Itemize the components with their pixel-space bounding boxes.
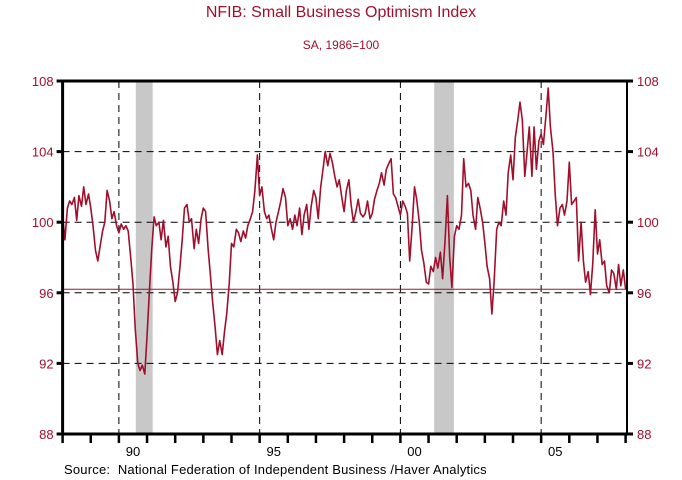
x-tick-label: 90 — [126, 444, 140, 459]
y-tick-label-right: 92 — [637, 356, 651, 371]
gridlines — [62, 81, 627, 434]
series-group — [61, 87, 627, 375]
y-tick-label-left: 108 — [32, 74, 54, 89]
x-tick-label: 00 — [407, 444, 421, 459]
axes — [56, 79, 633, 443]
recession-bands — [135, 81, 454, 434]
series-line-0 — [61, 87, 627, 375]
source-note: Source: National Federation of Independe… — [64, 462, 487, 477]
x-tick-label: 95 — [266, 444, 280, 459]
tick-labels: 88 88 92 92 96 96 100 100 104 104 108 108 90 95 00 05 — [32, 74, 659, 459]
y-tick-label-left: 100 — [32, 215, 54, 230]
y-tick-label-left: 88 — [39, 427, 53, 442]
x-tick-label: 05 — [548, 444, 562, 459]
y-tick-label-right: 88 — [637, 427, 651, 442]
y-tick-label-right: 96 — [637, 286, 651, 301]
y-tick-label-left: 92 — [39, 356, 53, 371]
recession-band-0 — [135, 81, 153, 434]
y-tick-label-right: 100 — [637, 215, 659, 230]
y-tick-label-right: 104 — [637, 145, 659, 160]
y-tick-label-right: 108 — [637, 74, 659, 89]
y-tick-label-left: 104 — [32, 145, 54, 160]
chart-title: NFIB: Small Business Optimism Index — [205, 4, 477, 21]
y-tick-label-left: 96 — [39, 286, 53, 301]
chart-subtitle: SA, 1986=100 — [302, 38, 380, 52]
